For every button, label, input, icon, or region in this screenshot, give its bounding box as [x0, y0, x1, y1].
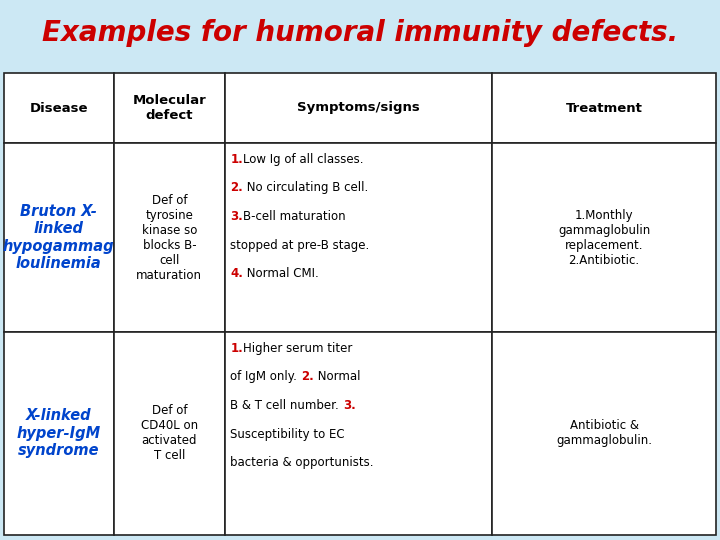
Text: of IgM only.: of IgM only.: [230, 370, 301, 383]
Text: Higher serum titer: Higher serum titer: [243, 342, 353, 355]
Text: 3.: 3.: [230, 210, 243, 223]
Text: Antibiotic &
gammaglobulin.: Antibiotic & gammaglobulin.: [556, 420, 652, 447]
Text: 4.: 4.: [230, 267, 243, 280]
Bar: [114, 332, 225, 535]
Text: Disease: Disease: [30, 102, 88, 114]
Text: Def of
CD40L on
activated
T cell: Def of CD40L on activated T cell: [141, 404, 198, 462]
Text: Molecular
defect: Molecular defect: [132, 94, 206, 122]
Bar: [225, 73, 492, 143]
Text: bacteria & opportunists.: bacteria & opportunists.: [230, 456, 374, 469]
Text: Examples for humoral immunity defects.: Examples for humoral immunity defects.: [42, 19, 678, 47]
Text: Bruton X-
linked
hypogammag
loulinemia: Bruton X- linked hypogammag loulinemia: [3, 204, 114, 271]
Text: Treatment: Treatment: [566, 102, 642, 114]
Bar: [114, 143, 225, 332]
Text: 1.: 1.: [230, 153, 243, 166]
Bar: [4, 73, 114, 143]
Text: 1.: 1.: [230, 342, 243, 355]
Text: 2.: 2.: [230, 181, 243, 194]
Bar: [114, 73, 225, 143]
Bar: [492, 332, 716, 535]
Text: stopped at pre-B stage.: stopped at pre-B stage.: [230, 239, 369, 252]
Bar: [225, 143, 492, 332]
Text: Def of
tyrosine
kinase so
blocks B-
cell
maturation: Def of tyrosine kinase so blocks B- cell…: [136, 194, 202, 281]
Text: X-linked
hyper-IgM
syndrome: X-linked hyper-IgM syndrome: [17, 408, 101, 458]
Text: No circulating B cell.: No circulating B cell.: [243, 181, 369, 194]
Text: B & T cell number.: B & T cell number.: [230, 399, 343, 412]
Text: Normal CMI.: Normal CMI.: [243, 267, 319, 280]
Bar: [4, 332, 114, 535]
Text: 1.Monthly
gammaglobulin
replacement.
2.Antibiotic.: 1.Monthly gammaglobulin replacement. 2.A…: [558, 208, 650, 267]
Bar: [492, 73, 716, 143]
Text: 2.: 2.: [301, 370, 314, 383]
Text: Symptoms/signs: Symptoms/signs: [297, 102, 420, 114]
Bar: [492, 143, 716, 332]
Text: Normal: Normal: [314, 370, 360, 383]
Text: Susceptibility to EC: Susceptibility to EC: [230, 428, 345, 441]
Text: B-cell maturation: B-cell maturation: [243, 210, 346, 223]
Text: Low Ig of all classes.: Low Ig of all classes.: [243, 153, 364, 166]
Bar: [225, 332, 492, 535]
Text: 3.: 3.: [343, 399, 356, 412]
Bar: [4, 143, 114, 332]
